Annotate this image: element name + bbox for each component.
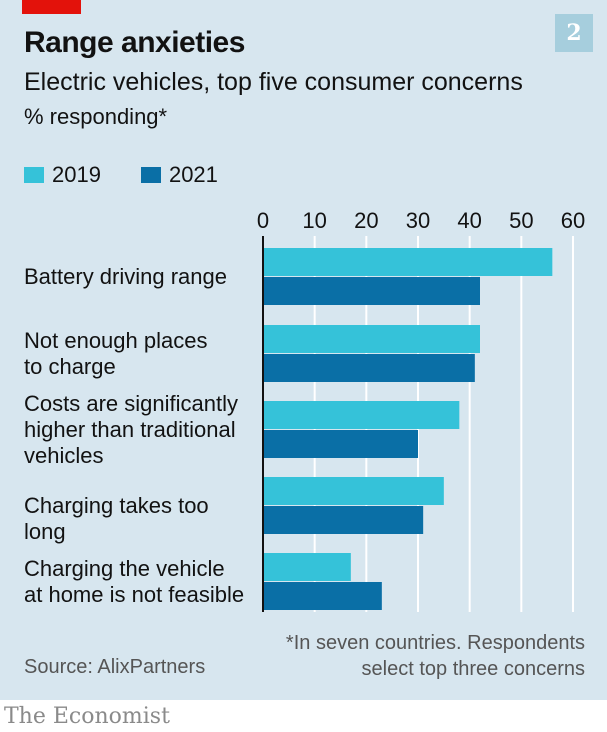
category-label-1: Battery driving range	[24, 264, 254, 290]
bar-2019-2	[264, 325, 480, 353]
x-tick-label: 50	[509, 208, 533, 233]
footnote-line-2: select top three concerns	[361, 658, 585, 680]
source-note: Source: AlixPartners	[24, 656, 206, 678]
bar-2019-4	[264, 477, 444, 505]
bar-2021-3	[264, 430, 418, 458]
bar-chart-plot: 0 10 20 30 40 50 60	[257, 208, 585, 612]
legend-item-2021: 2021	[140, 162, 218, 188]
category-label-5: Charging the vehicle at home is not feasi…	[24, 556, 254, 608]
category-label-line: Costs are significantly	[24, 391, 238, 416]
category-label-line: to charge	[24, 354, 116, 379]
category-label-line: Charging the vehicle	[24, 556, 225, 581]
legend-swatch-2019	[24, 167, 44, 183]
category-label-line: Not enough places	[24, 328, 208, 353]
bar-2019-1	[264, 248, 553, 276]
x-tick-label: 0	[257, 208, 269, 233]
bar-2019-3	[264, 401, 460, 429]
category-label-3: Costs are significantly higher than tradi…	[24, 391, 254, 469]
footnote: *In seven countries. Respondents select …	[286, 630, 585, 682]
category-label-line: vehicles	[24, 443, 104, 468]
legend-swatch-2021	[140, 167, 161, 183]
unit-label: % responding*	[24, 104, 168, 129]
legend-item-2019: 2019	[24, 162, 101, 188]
red-tab-decoration	[22, 0, 81, 14]
chart-title: Range anxieties	[24, 26, 245, 59]
category-label-4: Charging takes too long	[24, 493, 254, 545]
footnote-line-1: *In seven countries. Respondents	[285, 632, 585, 654]
brand-wordmark: The Economist	[4, 704, 170, 729]
category-label-line: higher than traditional	[24, 417, 236, 442]
legend-label-2021: 2021	[168, 162, 218, 187]
legend-label-2019: 2019	[52, 162, 101, 187]
bar-2021-4	[264, 506, 424, 534]
x-tick-label: 30	[406, 208, 430, 233]
category-label-2: Not enough places to charge	[24, 328, 254, 380]
bar-2019-5	[264, 553, 351, 581]
category-label-line: at home is not feasible	[24, 582, 245, 607]
chart-number-badge: 2	[555, 14, 593, 52]
x-tick-label: 10	[302, 208, 326, 233]
x-tick-label: 60	[561, 208, 585, 233]
legend: 2019 2021	[24, 162, 258, 188]
x-tick-label: 20	[354, 208, 378, 233]
category-label-line: Charging takes too long	[24, 493, 209, 544]
bar-2021-1	[264, 277, 480, 305]
category-label-line: Battery driving range	[24, 264, 227, 289]
bar-2021-2	[264, 354, 475, 382]
x-tick-label: 40	[457, 208, 481, 233]
bar-2021-5	[264, 582, 382, 610]
chart-subtitle: Electric vehicles, top five consumer con…	[24, 68, 523, 96]
